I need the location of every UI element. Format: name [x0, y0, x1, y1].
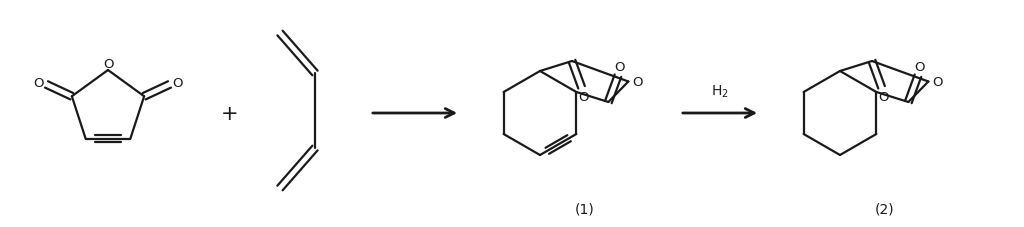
- Text: O: O: [632, 76, 643, 89]
- Text: O: O: [614, 61, 626, 74]
- Text: +: +: [221, 104, 239, 123]
- Text: O: O: [914, 61, 926, 74]
- Text: O: O: [579, 90, 589, 103]
- Text: O: O: [172, 76, 182, 89]
- Text: O: O: [932, 76, 943, 89]
- Text: (1): (1): [575, 202, 595, 216]
- Text: O: O: [102, 58, 114, 71]
- Text: H$_2$: H$_2$: [711, 84, 729, 100]
- Text: O: O: [879, 90, 889, 103]
- Text: (2): (2): [876, 202, 895, 216]
- Text: O: O: [33, 76, 44, 89]
